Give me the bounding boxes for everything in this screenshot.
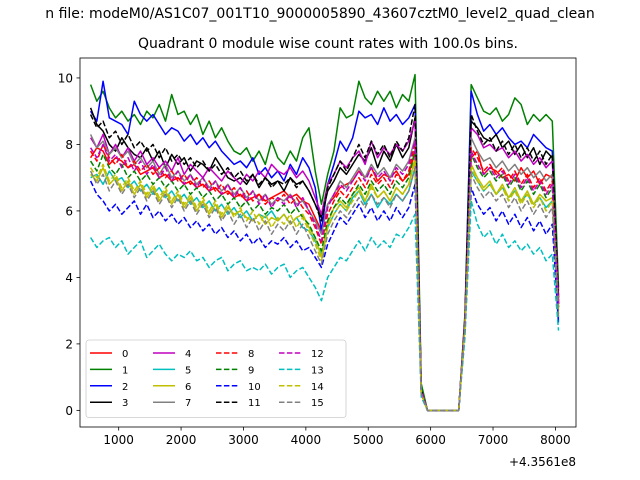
legend-label-8: 8 xyxy=(248,349,254,360)
legend-label-0: 0 xyxy=(122,349,128,360)
plot-frame xyxy=(79,57,577,428)
legend-label-12: 12 xyxy=(311,349,324,360)
legend-label-1: 1 xyxy=(122,365,128,376)
legend-label-6: 6 xyxy=(185,382,191,393)
x-axis-offset-label: +4.3561e8 xyxy=(509,455,576,469)
legend-label-13: 13 xyxy=(311,365,324,376)
series-line-9 xyxy=(89,150,560,412)
x-tick-label-7000: 7000 xyxy=(478,433,509,447)
series-line-15 xyxy=(89,166,560,412)
x-tick-label-6000: 6000 xyxy=(415,433,446,447)
legend-label-14: 14 xyxy=(311,382,324,393)
legend-label-5: 5 xyxy=(185,365,191,376)
y-tick-label-4: 4 xyxy=(65,271,73,285)
legend-label-10: 10 xyxy=(248,382,261,393)
series-line-12 xyxy=(89,140,560,412)
x-tick-label-5000: 5000 xyxy=(353,433,384,447)
series-line-1 xyxy=(89,73,560,412)
y-tick-label-0: 0 xyxy=(65,404,73,418)
x-tick-label-8000: 8000 xyxy=(540,433,571,447)
series-line-14 xyxy=(89,160,560,412)
figure-title: n file: modeM0/AS1C07_001T10_9000005890_… xyxy=(45,6,595,22)
y-axis: 0 2 4 6 8 10 xyxy=(58,71,80,418)
series-line-7 xyxy=(89,134,560,412)
x-tick-label-4000: 4000 xyxy=(291,433,322,447)
legend-label-9: 9 xyxy=(248,365,254,376)
legend-label-11: 11 xyxy=(248,398,261,409)
x-tick-label-1000: 1000 xyxy=(103,433,134,447)
y-tick-label-8: 8 xyxy=(65,138,73,152)
y-tick-label-10: 10 xyxy=(58,71,73,85)
series-line-10 xyxy=(89,180,560,412)
legend-label-15: 15 xyxy=(311,398,324,409)
legend-label-3: 3 xyxy=(122,398,128,409)
y-tick-label-6: 6 xyxy=(65,204,73,218)
series-lines xyxy=(89,73,560,412)
x-tick-label-2000: 2000 xyxy=(166,433,197,447)
series-line-4 xyxy=(89,120,560,412)
series-line-6 xyxy=(90,156,560,412)
series-line-11 xyxy=(89,103,560,412)
y-tick-label-2: 2 xyxy=(65,337,73,351)
x-tick-label-3000: 3000 xyxy=(228,433,259,447)
series-line-2 xyxy=(89,80,560,412)
x-axis: 1000 2000 3000 4000 5000 6000 7000 8000 xyxy=(103,427,571,447)
legend-label-2: 2 xyxy=(122,382,128,393)
plot-area xyxy=(79,57,577,428)
legend-label-4: 4 xyxy=(185,349,191,360)
chart-title: Quadrant 0 module wise count rates with … xyxy=(138,36,518,52)
legend-label-7: 7 xyxy=(185,398,191,409)
legend-box xyxy=(85,339,347,418)
